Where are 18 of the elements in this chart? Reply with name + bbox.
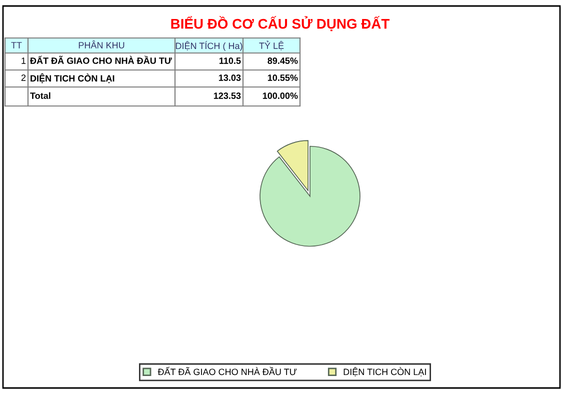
- legend-label: ĐẤT ĐÃ GIAO CHO NHÀ ĐẦU TƯ: [158, 366, 297, 376]
- text: TỶ LỆ: [259, 40, 284, 50]
- category-label: DIỆN TICH CÒN LẠI: [30, 73, 114, 84]
- legend-label: DIỆN TICH CÒN LẠI: [344, 367, 426, 376]
- text: PHÂN KHU: [78, 40, 124, 48]
- text: 13.03: [218, 74, 241, 81]
- text: 110.5: [219, 58, 241, 64]
- text: 100.00%: [262, 92, 298, 99]
- text: 1: [22, 58, 26, 64]
- text: 89.45%: [268, 58, 298, 64]
- text: DIỆN TÍCH ( Ha): [176, 41, 242, 51]
- chart-title: BIỂU ĐỒ CƠ CẤU SỬ DỤNG ĐẤT: [171, 16, 390, 32]
- text: 10.55%: [268, 74, 298, 81]
- category-label: ĐẤT ĐÃ GIAO CHO NHÀ ĐẦU TƯ: [30, 56, 172, 64]
- text: TT: [11, 42, 22, 48]
- text: Total: [30, 92, 50, 99]
- text: 2: [21, 74, 26, 81]
- text: 123.53: [214, 92, 241, 99]
